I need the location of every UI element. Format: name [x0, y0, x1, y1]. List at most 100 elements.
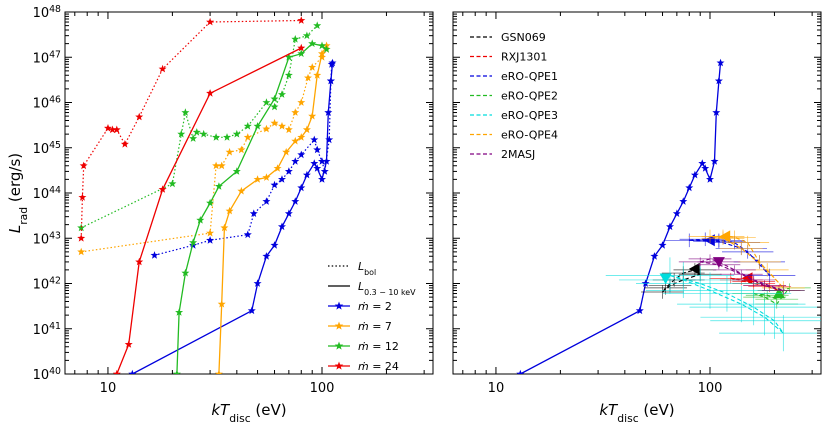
bol-point — [206, 236, 215, 244]
observation-marker — [773, 287, 785, 299]
legend-label-eRO-QPE2: eRO-QPE2 — [501, 90, 558, 103]
legend-label-mdot-7: ṁ = 7 — [358, 320, 392, 333]
reference-curve — [516, 58, 725, 374]
band-point — [158, 185, 167, 193]
band-point — [175, 308, 184, 316]
legend-label-mdot-12: ṁ = 12 — [358, 340, 399, 353]
x-tick-label: 10 — [100, 381, 117, 396]
bol-point — [310, 135, 319, 144]
series-mdot-7 — [77, 41, 331, 374]
bol-point — [308, 63, 317, 71]
bol-point — [270, 118, 279, 127]
bol-point — [237, 145, 246, 154]
bol-point — [304, 73, 312, 82]
bol-point — [318, 53, 326, 61]
band-point — [284, 209, 293, 217]
band-point — [326, 76, 335, 85]
observation-track — [700, 258, 784, 292]
bol-point — [217, 161, 226, 170]
right-plot-frame — [452, 11, 822, 375]
reference-point — [712, 108, 721, 116]
legend-label-eRO-QPE4: eRO-QPE4 — [501, 129, 558, 142]
reference-point — [685, 183, 694, 192]
observation-track — [709, 235, 784, 289]
bol-point — [249, 209, 258, 217]
bol-point — [318, 157, 326, 165]
bol-point — [262, 124, 271, 133]
bol-point — [297, 16, 306, 24]
y-axis-label: Lrad (erg/s) — [6, 153, 30, 233]
bol-point — [302, 31, 311, 40]
x-tick-label: 100 — [698, 381, 723, 396]
y-tick-label: 1044 — [33, 185, 61, 203]
band-point — [313, 164, 322, 172]
reference-point — [710, 157, 719, 165]
observation-marker — [704, 234, 715, 247]
observation-track — [669, 274, 784, 334]
bol-point — [212, 133, 221, 141]
legend-label-RXJ1301: RXJ1301 — [501, 51, 547, 64]
band-point — [302, 170, 311, 179]
bol-point — [158, 64, 167, 73]
right-panel: 10 100 kTdisc (eV) GSN069 RXJ1301 eRO-QPE1 eR… — [452, 11, 822, 423]
observation-eRO-QPE3 — [605, 257, 821, 352]
bol-point — [243, 122, 252, 130]
bol-point — [297, 98, 306, 106]
bol-point — [278, 175, 286, 183]
series-mdot-24 — [77, 16, 306, 374]
reference-point — [672, 209, 681, 217]
bol-point — [284, 71, 293, 79]
bol-point — [225, 147, 234, 156]
band-point — [322, 45, 331, 53]
legend-star-mdot-2 — [334, 301, 344, 310]
series-mdot-2 — [128, 58, 337, 374]
legend-star-mdot-24 — [334, 361, 344, 370]
bol-point — [223, 133, 231, 141]
bol-point — [135, 112, 144, 121]
legend-star-mdot-12 — [334, 341, 344, 350]
band-point — [232, 167, 241, 175]
band-point — [124, 340, 133, 348]
reference-point — [641, 279, 650, 287]
reference-point — [716, 58, 725, 67]
left-plot-marks — [77, 16, 337, 374]
y-tick-label: 1041 — [33, 320, 61, 338]
band-point — [313, 71, 322, 79]
bol-point — [206, 17, 215, 26]
reference-point — [516, 369, 525, 374]
left-axes: 10 100 1040 1041 1042 1043 1044 1045 1046 1047 104… — [6, 4, 433, 423]
legend-label-mdot-24: ṁ = 24 — [358, 360, 399, 373]
band-point — [135, 257, 144, 266]
band-point — [181, 268, 190, 277]
bol-point — [243, 230, 252, 239]
band-point — [247, 306, 256, 315]
bol-point — [206, 228, 215, 237]
band-point — [297, 43, 306, 52]
bol-point — [313, 21, 322, 29]
band-line — [218, 45, 328, 374]
y-tick-label: 1042 — [33, 275, 61, 293]
bol-point — [291, 35, 300, 43]
bol-point — [199, 129, 208, 138]
bol-point — [232, 129, 241, 138]
band-point — [270, 241, 279, 249]
band-point — [302, 125, 311, 134]
reference-point — [679, 197, 688, 205]
bol-point — [168, 179, 177, 188]
legend-star-mdot-7 — [334, 321, 344, 330]
band-point — [253, 175, 262, 183]
y-tick-label: 1045 — [33, 139, 61, 157]
bol-line — [81, 49, 328, 253]
band-line — [116, 47, 302, 374]
y-tick-label: 1040 — [33, 366, 61, 384]
observation-marker — [712, 257, 725, 268]
band-point — [128, 369, 137, 374]
band-line — [131, 62, 334, 374]
band-point — [220, 223, 229, 232]
band-point — [322, 157, 331, 165]
bol-line — [154, 64, 333, 256]
legend-label-eRO-QPE3: eRO-QPE3 — [501, 109, 558, 122]
band-point — [328, 58, 337, 67]
y-tick-label: 1046 — [33, 94, 61, 112]
band-point — [291, 136, 300, 145]
